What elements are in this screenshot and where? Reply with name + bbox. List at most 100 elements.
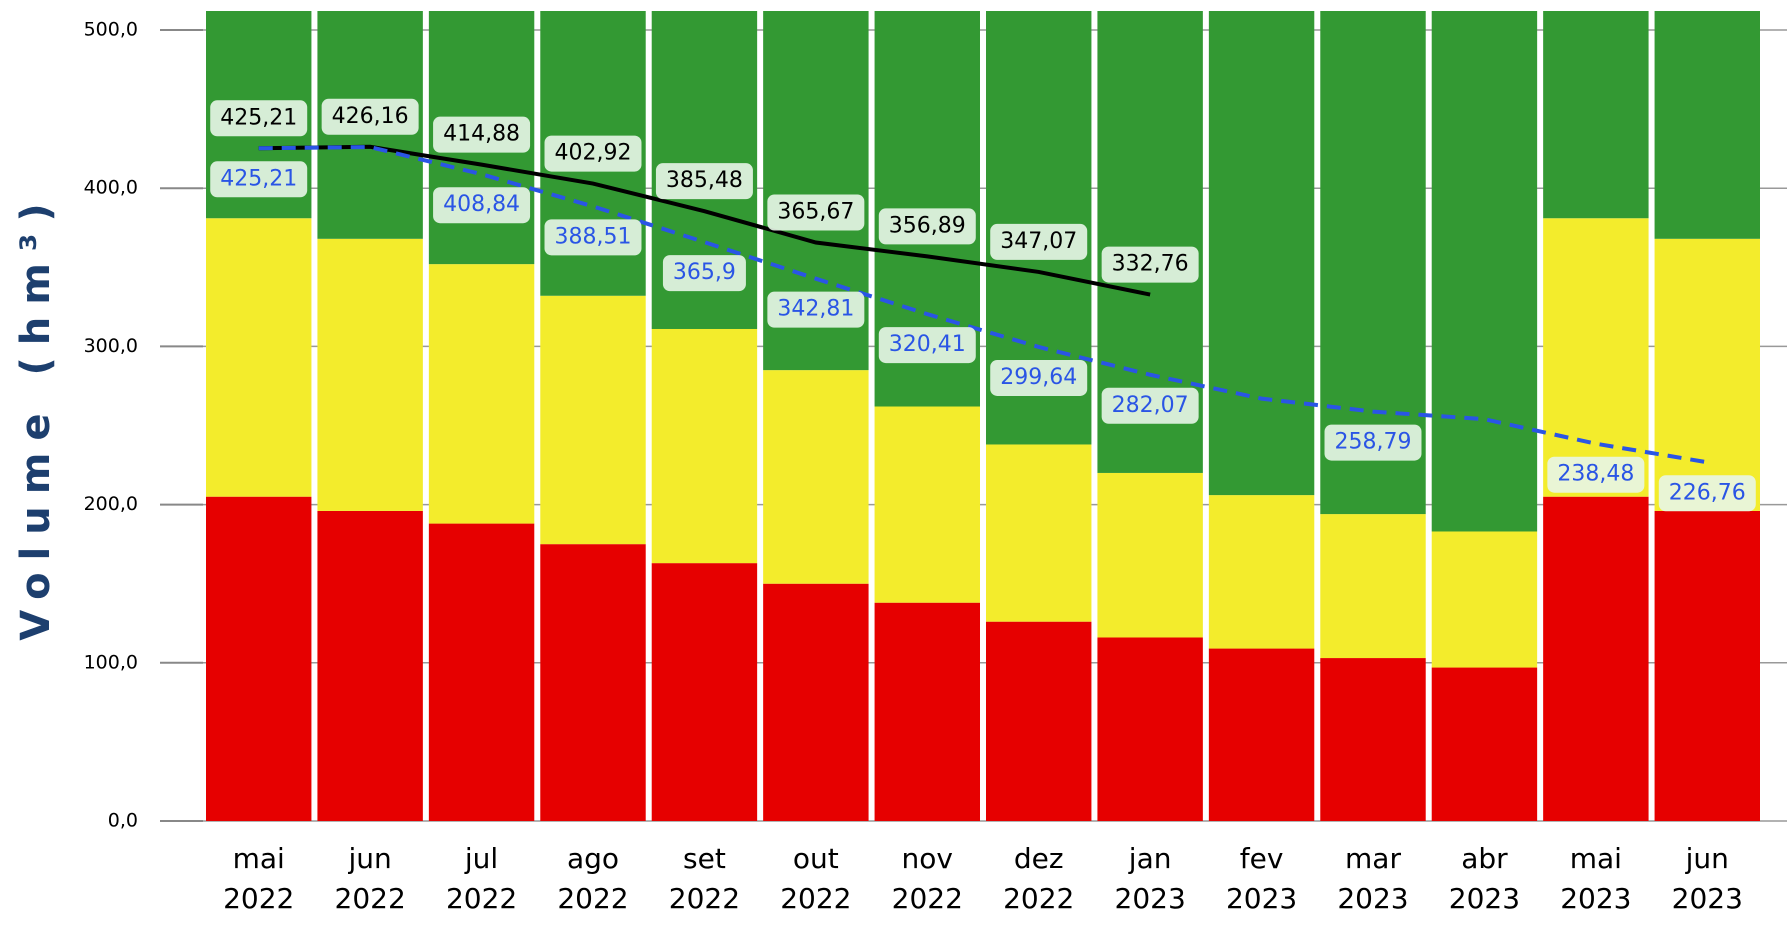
bar-segment <box>1208 495 1315 649</box>
x-tick-label-line: set <box>683 842 726 875</box>
x-tick-label-line: jul <box>464 842 498 875</box>
x-tick-label: ago 2022 <box>557 842 628 915</box>
bar-segment <box>428 264 535 524</box>
bar-segment <box>317 238 423 511</box>
x-tick-label: jun 2023 <box>1672 842 1743 915</box>
x-tick-label-line: mai <box>233 842 285 875</box>
data-label: 425,21 <box>210 161 308 198</box>
bar-segment <box>428 523 535 821</box>
data-label-text: 347,07 <box>1000 229 1077 254</box>
data-label: 414,88 <box>433 116 531 153</box>
x-tick-label-line: jan <box>1128 842 1172 875</box>
data-label-box <box>655 163 753 200</box>
bar-segment <box>540 544 646 821</box>
data-label-text: 299,64 <box>1000 365 1077 390</box>
x-tick-label: dez 2022 <box>1003 842 1074 915</box>
y-tick-label: 300,0 <box>84 335 138 357</box>
data-label: 282,07 <box>1101 387 1199 424</box>
x-tick-label: jun 2022 <box>335 842 406 915</box>
data-label: 426,16 <box>321 98 419 135</box>
x-tick-label: mar 2023 <box>1337 842 1408 915</box>
data-label: 258,79 <box>1324 424 1422 461</box>
x-tick-label-line: 2023 <box>1337 882 1408 915</box>
bar-segment <box>1431 667 1538 821</box>
bar-segment <box>317 510 423 821</box>
data-label: 408,84 <box>433 187 531 224</box>
x-tick-label-line: jun <box>1685 842 1729 875</box>
bar-segment <box>1654 510 1760 821</box>
data-label: 388,51 <box>544 219 642 256</box>
bar-segment <box>206 496 312 821</box>
x-tick-label: jan 2023 <box>1115 842 1186 915</box>
data-label-text: 226,76 <box>1669 480 1746 505</box>
line-series <box>258 145 1708 465</box>
y-axis-title: Volume (hm³) <box>13 191 59 640</box>
x-tick-label-line: 2022 <box>669 882 740 915</box>
bar-segment <box>1320 658 1426 821</box>
x-tick-label-line: 2023 <box>1226 882 1297 915</box>
bar-segment <box>986 621 1092 821</box>
bar-segment <box>1543 11 1649 219</box>
x-tick-label-line: ago <box>567 842 619 875</box>
data-label-text: 385,48 <box>666 168 743 193</box>
line-series <box>258 144 1151 297</box>
data-label-text: 402,92 <box>555 141 632 166</box>
data-label-text: 388,51 <box>555 224 632 249</box>
data-label-text: 258,79 <box>1335 430 1412 455</box>
data-label-text: 332,76 <box>1112 252 1189 277</box>
bar-segment <box>874 406 980 603</box>
x-tick-label-line: out <box>793 842 839 875</box>
bar-segment <box>763 370 869 584</box>
x-tick-label-line: mai <box>1570 842 1622 875</box>
bar-segment <box>874 602 980 821</box>
data-label-box <box>321 98 419 135</box>
data-label-box <box>767 194 865 231</box>
data-label: 385,48 <box>655 163 753 200</box>
data-label-box <box>662 255 746 292</box>
data-label: 320,41 <box>878 327 976 364</box>
data-label: 299,64 <box>990 359 1088 396</box>
y-tick-label: 500,0 <box>84 18 138 40</box>
data-label: 356,89 <box>878 208 976 245</box>
y-tick-label: 200,0 <box>84 493 138 515</box>
data-label-box <box>878 327 976 364</box>
data-label: 238,48 <box>1547 456 1645 493</box>
data-label: 425,21 <box>210 100 308 137</box>
x-tick-label-line: dez <box>1014 842 1064 875</box>
data-label-text: 425,21 <box>220 105 297 130</box>
y-tick-label: 400,0 <box>84 177 138 199</box>
data-label: 347,07 <box>990 223 1088 260</box>
x-tick-label: abr 2023 <box>1449 842 1520 915</box>
x-tick-label-line: 2023 <box>1672 882 1743 915</box>
x-tick-label-line: 2022 <box>1003 882 1074 915</box>
x-tick-label-line: 2022 <box>446 882 517 915</box>
data-label: 402,92 <box>544 135 642 172</box>
bar-segment <box>1654 11 1760 239</box>
x-tick-label: set 2022 <box>669 842 740 915</box>
data-label: 365,67 <box>767 194 865 231</box>
data-label-text: 425,21 <box>220 166 297 191</box>
data-label-box <box>433 116 531 153</box>
x-tick-label: nov 2022 <box>892 842 963 915</box>
data-label: 342,81 <box>767 291 865 328</box>
data-label-box <box>210 100 308 137</box>
x-tick-label-line: 2023 <box>1449 882 1520 915</box>
y-tick-label: 100,0 <box>84 651 138 673</box>
x-tick-label: mai 2022 <box>223 842 294 915</box>
bar-segment <box>1543 496 1649 821</box>
x-tick-label: fev 2023 <box>1226 842 1297 915</box>
data-label-box <box>544 135 642 172</box>
x-tick-label-line: 2023 <box>1560 882 1631 915</box>
data-label: 365,9 <box>662 255 746 292</box>
data-label-box <box>990 223 1088 260</box>
bar-segment <box>651 563 758 821</box>
bar-segment <box>986 444 1092 622</box>
data-label: 226,76 <box>1658 475 1756 512</box>
bar-segment <box>1431 531 1538 668</box>
x-tick-label-line: 2022 <box>892 882 963 915</box>
x-tick-label-line: 2022 <box>780 882 851 915</box>
bar-segment <box>1208 11 1315 496</box>
data-label-box <box>1101 246 1199 283</box>
data-label-text: 342,81 <box>777 297 854 322</box>
bar-segment <box>1208 648 1315 821</box>
